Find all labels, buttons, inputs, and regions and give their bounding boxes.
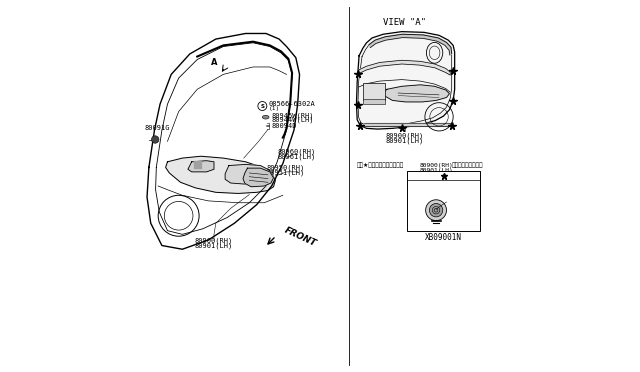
Text: 80901(LH): 80901(LH) [195, 243, 233, 249]
Polygon shape [225, 164, 271, 184]
Text: 80945W(RH): 80945W(RH) [271, 112, 314, 119]
Polygon shape [188, 161, 214, 172]
Text: 注）★印の部品は部品コード: 注）★印の部品は部品コード [357, 163, 404, 169]
Text: S: S [260, 103, 264, 109]
Text: FRONT: FRONT [283, 226, 317, 248]
Text: 08566-6302A: 08566-6302A [269, 101, 316, 107]
Text: 80961(LH): 80961(LH) [277, 154, 316, 160]
Text: 80950(RH): 80950(RH) [266, 165, 304, 171]
Circle shape [152, 136, 159, 143]
Bar [363, 99, 385, 104]
Bar [198, 161, 202, 164]
Text: XB09001N: XB09001N [425, 233, 462, 242]
Text: 80951(LH): 80951(LH) [266, 170, 304, 176]
Polygon shape [358, 60, 450, 75]
Bar [198, 165, 202, 168]
Circle shape [426, 200, 447, 221]
Text: VIEW "A": VIEW "A" [383, 18, 426, 27]
Text: 80960(RH): 80960(RH) [277, 149, 316, 155]
Bar [408, 171, 480, 231]
Text: 80901(LH): 80901(LH) [386, 137, 424, 144]
Polygon shape [356, 32, 454, 129]
Text: 80944W(LH): 80944W(LH) [271, 116, 314, 123]
Ellipse shape [262, 115, 269, 119]
Polygon shape [369, 34, 452, 55]
Circle shape [429, 203, 443, 217]
Polygon shape [166, 156, 275, 193]
Text: (1): (1) [269, 106, 280, 111]
Bar [363, 83, 385, 100]
Text: 80091G: 80091G [145, 125, 170, 131]
Text: 80094D: 80094D [271, 123, 297, 129]
Text: 80900A: 80900A [447, 198, 471, 204]
Text: 80900(RH): 80900(RH) [195, 237, 233, 244]
Polygon shape [364, 123, 452, 126]
Polygon shape [243, 168, 273, 187]
Bar [193, 161, 197, 164]
Text: の構成を示します。: の構成を示します。 [452, 163, 484, 169]
Text: 80900(RH): 80900(RH) [420, 163, 454, 168]
Polygon shape [384, 85, 449, 102]
Text: 80900(RH): 80900(RH) [386, 132, 424, 139]
Bar [193, 165, 197, 168]
Text: 80901(LH): 80901(LH) [420, 168, 454, 173]
Text: A: A [211, 58, 217, 67]
